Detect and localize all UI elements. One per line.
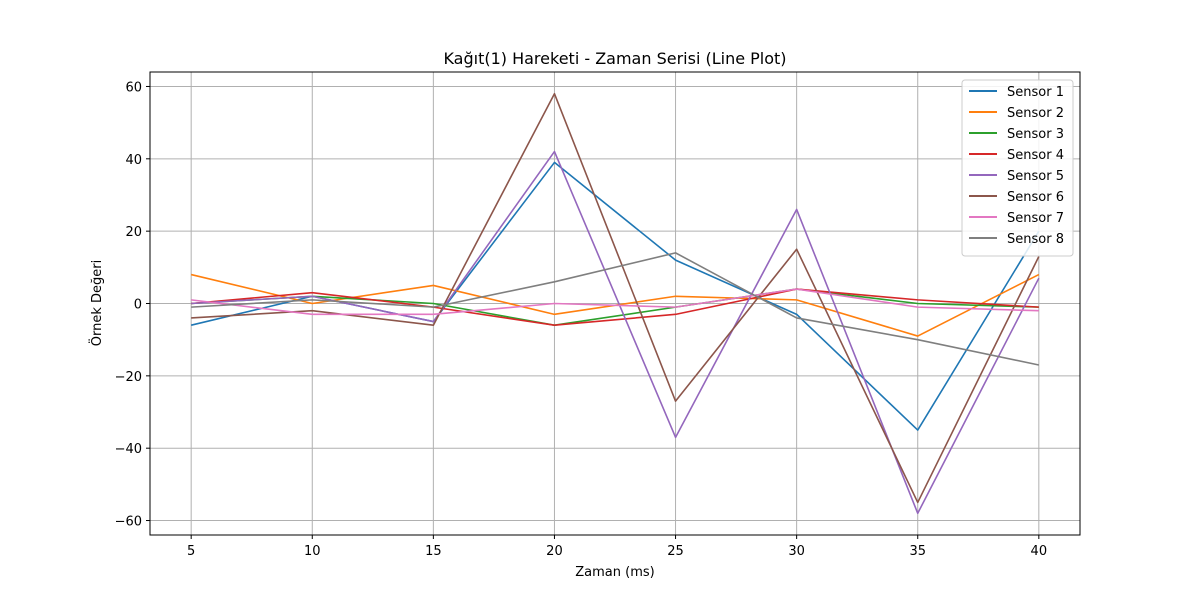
y-axis-title: Örnek Değeri (88, 260, 105, 346)
series-lines (190, 92, 1040, 515)
legend-label: Sensor 4 (1007, 148, 1064, 163)
legend: Sensor 1 Sensor 2 Sensor 3 Sensor 4 Sensor 5… (961, 79, 1074, 257)
x-tick-label: 5 (187, 544, 195, 559)
series-line-6 (191, 92, 1040, 504)
x-tick-label: 35 (909, 544, 926, 559)
y-tick-label: 40 (125, 153, 142, 168)
y-tick-label: 20 (125, 225, 142, 240)
series-line-8 (191, 252, 1039, 366)
chart-title: Kağıt(1) Hareketi - Zaman Serisi (Line P… (443, 49, 786, 68)
x-tick-label: 10 (304, 544, 321, 559)
x-tick-label: 40 (1031, 544, 1048, 559)
y-tick-label: 0 (134, 298, 142, 313)
legend-box (961, 79, 1074, 257)
axis-ticks: 5 10 15 20 25 30 35 40 −60 −40 −20 0 20 40 60 (115, 80, 1048, 559)
y-tick-label: −20 (115, 370, 142, 385)
legend-label: Sensor 5 (1007, 169, 1064, 184)
legend-label: Sensor 3 (1007, 127, 1064, 142)
series-line-7 (191, 288, 1039, 316)
x-tick-label: 25 (667, 544, 684, 559)
legend-label: Sensor 2 (1007, 106, 1064, 121)
y-tick-label: 60 (125, 80, 142, 95)
x-tick-label: 20 (546, 544, 563, 559)
x-axis-title: Zaman (ms) (575, 565, 654, 580)
legend-label: Sensor 1 (1007, 85, 1064, 100)
y-tick-label: −40 (115, 442, 142, 457)
legend-label: Sensor 7 (1007, 211, 1064, 226)
x-tick-label: 15 (425, 544, 442, 559)
x-tick-label: 30 (788, 544, 805, 559)
series-line-3 (191, 288, 1039, 327)
y-tick-label: −60 (115, 515, 142, 530)
legend-label: Sensor 6 (1007, 190, 1064, 205)
series-line-4 (191, 288, 1039, 327)
legend-label: Sensor 8 (1007, 232, 1064, 247)
